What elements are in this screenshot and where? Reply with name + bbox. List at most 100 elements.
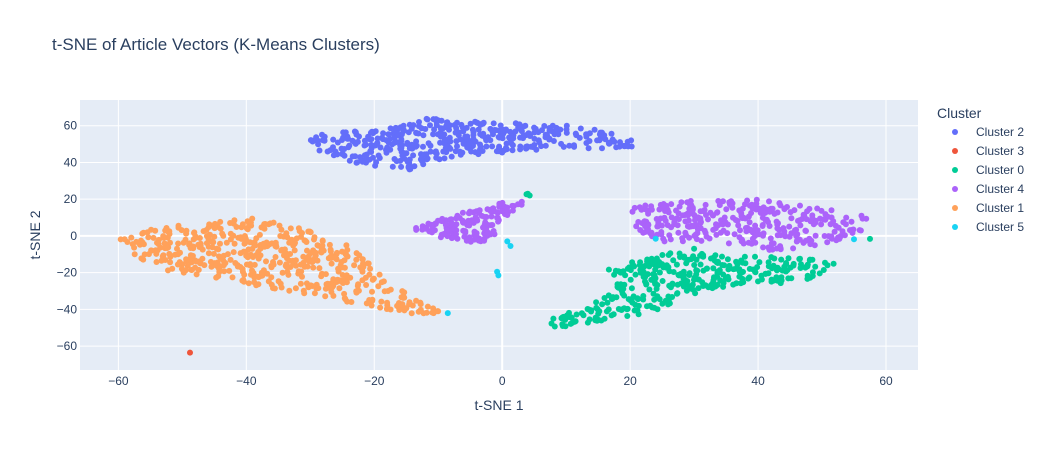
point-cluster-1	[312, 249, 319, 256]
legend-marker	[952, 186, 958, 192]
point-cluster-1	[381, 288, 388, 295]
point-cluster-2	[346, 157, 353, 164]
point-cluster-2	[418, 125, 425, 132]
point-cluster-0	[693, 256, 700, 263]
point-cluster-1	[283, 250, 290, 257]
point-cluster-0	[660, 264, 667, 271]
point-cluster-2	[330, 136, 337, 143]
point-cluster-1	[378, 298, 385, 305]
point-cluster-2	[400, 127, 407, 134]
point-cluster-4	[499, 199, 506, 206]
point-cluster-4	[821, 233, 828, 239]
point-cluster-1	[375, 283, 382, 290]
point-cluster-1	[311, 290, 318, 297]
point-cluster-4	[843, 214, 850, 221]
point-cluster-1	[279, 269, 286, 276]
point-cluster-2	[480, 119, 487, 126]
point-cluster-2	[475, 150, 482, 157]
point-cluster-2	[554, 126, 561, 132]
point-cluster-2	[475, 126, 482, 133]
point-cluster-4	[667, 236, 674, 243]
legend: Cluster Cluster 2 Cluster 3 Cluster 0 Clust…	[937, 105, 1024, 234]
point-cluster-1	[305, 284, 312, 291]
legend-item[interactable]: Cluster 5	[976, 220, 1024, 234]
point-cluster-4	[462, 228, 469, 235]
point-cluster-0	[523, 191, 530, 198]
point-cluster-2	[404, 139, 411, 146]
legend-item[interactable]: Cluster 4	[976, 182, 1024, 196]
point-cluster-0	[673, 261, 680, 268]
point-cluster-4	[768, 240, 775, 247]
point-cluster-1	[258, 269, 265, 276]
point-cluster-0	[655, 262, 662, 269]
point-cluster-1	[199, 246, 206, 253]
point-cluster-1	[121, 236, 128, 243]
point-cluster-1	[245, 280, 252, 287]
point-cluster-0	[778, 277, 785, 284]
point-cluster-1	[377, 304, 384, 311]
point-cluster-1	[227, 256, 234, 263]
point-cluster-2	[394, 132, 401, 139]
point-cluster-2	[443, 122, 450, 129]
point-cluster-2	[398, 138, 405, 144]
point-cluster-2	[469, 126, 476, 133]
point-cluster-4	[423, 225, 429, 232]
point-cluster-4	[690, 223, 697, 230]
point-cluster-4	[453, 231, 459, 238]
point-cluster-4	[713, 221, 719, 228]
point-cluster-1	[328, 260, 335, 267]
point-cluster-0	[613, 294, 620, 301]
point-cluster-1	[314, 257, 321, 264]
point-cluster-1	[255, 281, 262, 288]
point-cluster-1	[337, 262, 344, 269]
point-cluster-0	[598, 317, 605, 324]
point-cluster-1	[188, 267, 195, 273]
legend-item[interactable]: Cluster 0	[976, 163, 1024, 177]
x-tick-label: −20	[364, 374, 385, 388]
point-cluster-1	[251, 274, 258, 281]
legend-item[interactable]: Cluster 3	[976, 144, 1024, 158]
point-cluster-0	[654, 306, 661, 313]
point-cluster-0	[635, 311, 642, 318]
point-cluster-1	[167, 239, 173, 246]
point-cluster-4	[709, 212, 716, 219]
point-cluster-1	[387, 286, 394, 293]
point-cluster-2	[375, 152, 382, 159]
point-cluster-2	[387, 125, 394, 132]
legend-item[interactable]: Cluster 1	[976, 201, 1024, 215]
legend-item[interactable]: Cluster 2	[976, 125, 1024, 139]
point-cluster-0	[710, 277, 717, 284]
point-cluster-0	[640, 293, 647, 299]
point-cluster-1	[318, 273, 325, 280]
point-cluster-4	[762, 217, 769, 223]
point-cluster-2	[321, 137, 328, 144]
point-cluster-1	[216, 265, 222, 272]
point-cluster-2	[407, 166, 414, 173]
y-tick-label: −20	[57, 266, 78, 280]
point-cluster-0	[746, 274, 753, 281]
point-cluster-4	[504, 204, 511, 211]
point-cluster-2	[452, 129, 459, 136]
point-cluster-1	[195, 241, 202, 248]
point-cluster-2	[524, 143, 531, 150]
point-cluster-1	[175, 224, 182, 231]
point-cluster-2	[410, 152, 417, 159]
point-cluster-0	[593, 299, 600, 306]
point-cluster-2	[452, 148, 459, 155]
x-tick-label: −40	[236, 374, 257, 388]
point-cluster-2	[368, 136, 375, 143]
point-cluster-4	[797, 222, 804, 229]
point-cluster-4	[742, 215, 749, 222]
point-cluster-4	[642, 206, 649, 213]
point-cluster-2	[330, 152, 337, 159]
point-cluster-0	[680, 268, 687, 275]
point-cluster-1	[303, 239, 310, 245]
point-cluster-1	[327, 248, 334, 255]
x-axis-ticks: −60 −40 −20 0 20 40 60	[108, 374, 893, 388]
point-cluster-4	[691, 232, 698, 239]
point-cluster-1	[153, 259, 160, 265]
point-cluster-1	[215, 273, 222, 280]
point-cluster-0	[624, 313, 631, 319]
point-cluster-1	[179, 261, 186, 268]
point-cluster-2	[420, 143, 426, 150]
